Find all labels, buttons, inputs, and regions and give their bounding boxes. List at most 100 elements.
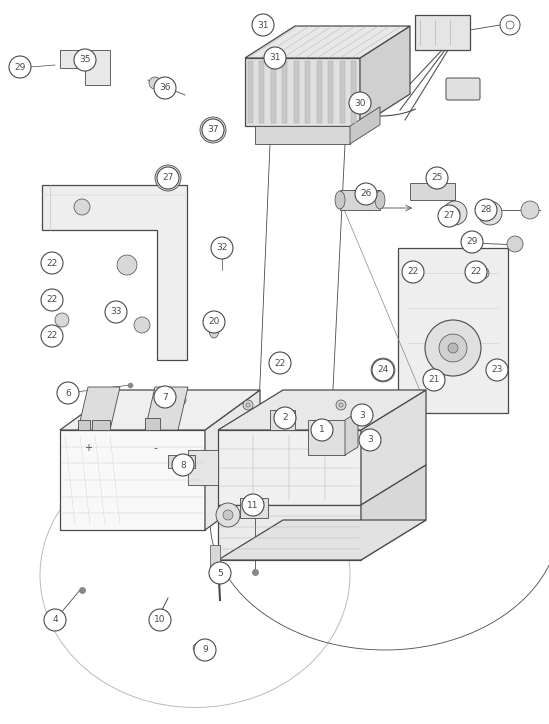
Polygon shape xyxy=(92,420,110,430)
FancyBboxPatch shape xyxy=(45,259,59,267)
Text: 3: 3 xyxy=(359,411,365,419)
Text: 32: 32 xyxy=(216,243,228,253)
Circle shape xyxy=(378,365,388,375)
FancyBboxPatch shape xyxy=(272,359,288,367)
Polygon shape xyxy=(245,58,360,126)
Text: 28: 28 xyxy=(480,206,492,214)
Circle shape xyxy=(475,199,497,221)
Polygon shape xyxy=(145,387,188,430)
Text: 31: 31 xyxy=(257,20,269,30)
Circle shape xyxy=(117,255,137,275)
Circle shape xyxy=(155,165,181,191)
Circle shape xyxy=(355,183,377,205)
Polygon shape xyxy=(328,61,333,123)
Circle shape xyxy=(507,236,523,252)
Text: 4: 4 xyxy=(52,615,58,625)
Circle shape xyxy=(149,77,161,89)
Polygon shape xyxy=(60,50,110,85)
Polygon shape xyxy=(78,387,120,430)
Text: 33: 33 xyxy=(110,308,122,316)
Circle shape xyxy=(193,643,203,653)
Circle shape xyxy=(44,609,66,631)
Polygon shape xyxy=(60,390,260,430)
Text: 30: 30 xyxy=(354,98,366,107)
Circle shape xyxy=(154,386,176,408)
Polygon shape xyxy=(345,412,358,455)
Circle shape xyxy=(477,267,489,279)
Circle shape xyxy=(425,320,481,376)
Circle shape xyxy=(349,92,371,114)
Circle shape xyxy=(9,56,31,78)
Polygon shape xyxy=(245,26,410,58)
Polygon shape xyxy=(271,61,276,123)
Circle shape xyxy=(371,358,395,382)
FancyBboxPatch shape xyxy=(405,268,421,276)
Circle shape xyxy=(172,454,194,476)
Ellipse shape xyxy=(335,191,345,209)
Circle shape xyxy=(242,494,264,516)
Circle shape xyxy=(461,231,483,253)
Polygon shape xyxy=(340,190,380,210)
Text: 27: 27 xyxy=(443,211,455,221)
Polygon shape xyxy=(305,61,310,123)
Circle shape xyxy=(269,352,291,374)
Text: 23: 23 xyxy=(491,366,503,374)
Circle shape xyxy=(205,643,215,653)
Text: 1: 1 xyxy=(319,426,325,434)
Polygon shape xyxy=(360,26,410,126)
Text: 22: 22 xyxy=(407,267,419,277)
Circle shape xyxy=(485,208,495,218)
Circle shape xyxy=(75,53,85,63)
Circle shape xyxy=(74,199,90,215)
Text: 9: 9 xyxy=(202,646,208,654)
Polygon shape xyxy=(317,61,322,123)
FancyBboxPatch shape xyxy=(446,78,480,100)
Text: 25: 25 xyxy=(432,174,442,182)
Circle shape xyxy=(200,117,226,143)
Circle shape xyxy=(311,419,333,441)
Polygon shape xyxy=(218,430,361,505)
Ellipse shape xyxy=(209,322,219,338)
Polygon shape xyxy=(415,15,470,50)
Text: 8: 8 xyxy=(180,460,186,469)
FancyBboxPatch shape xyxy=(468,268,484,276)
Circle shape xyxy=(162,172,174,184)
Circle shape xyxy=(402,261,424,283)
Text: 35: 35 xyxy=(79,56,91,64)
Polygon shape xyxy=(398,248,508,413)
Text: 11: 11 xyxy=(247,500,259,510)
Text: 3: 3 xyxy=(367,436,373,445)
Polygon shape xyxy=(282,61,288,123)
Polygon shape xyxy=(340,61,345,123)
Ellipse shape xyxy=(375,191,385,209)
Polygon shape xyxy=(42,185,187,360)
Polygon shape xyxy=(361,390,426,505)
Text: 20: 20 xyxy=(208,318,220,327)
Circle shape xyxy=(223,510,233,520)
Circle shape xyxy=(157,167,179,189)
Polygon shape xyxy=(248,61,253,123)
Polygon shape xyxy=(351,61,356,123)
Circle shape xyxy=(41,252,63,274)
Text: 31: 31 xyxy=(269,54,281,62)
Circle shape xyxy=(359,429,381,451)
Circle shape xyxy=(465,261,487,283)
Circle shape xyxy=(203,311,225,333)
Text: 21: 21 xyxy=(428,376,440,384)
Text: +: + xyxy=(84,443,92,453)
Text: 29: 29 xyxy=(14,62,26,72)
Polygon shape xyxy=(240,498,268,518)
Circle shape xyxy=(252,14,274,36)
Text: 24: 24 xyxy=(377,366,389,374)
Circle shape xyxy=(351,404,373,426)
FancyBboxPatch shape xyxy=(45,332,59,340)
Circle shape xyxy=(217,243,227,253)
Text: 10: 10 xyxy=(154,615,166,625)
Polygon shape xyxy=(168,455,195,468)
Circle shape xyxy=(450,208,460,218)
Circle shape xyxy=(216,503,240,527)
Polygon shape xyxy=(294,61,299,123)
Text: 22: 22 xyxy=(46,332,58,340)
Text: 36: 36 xyxy=(159,83,171,93)
Circle shape xyxy=(274,407,296,429)
